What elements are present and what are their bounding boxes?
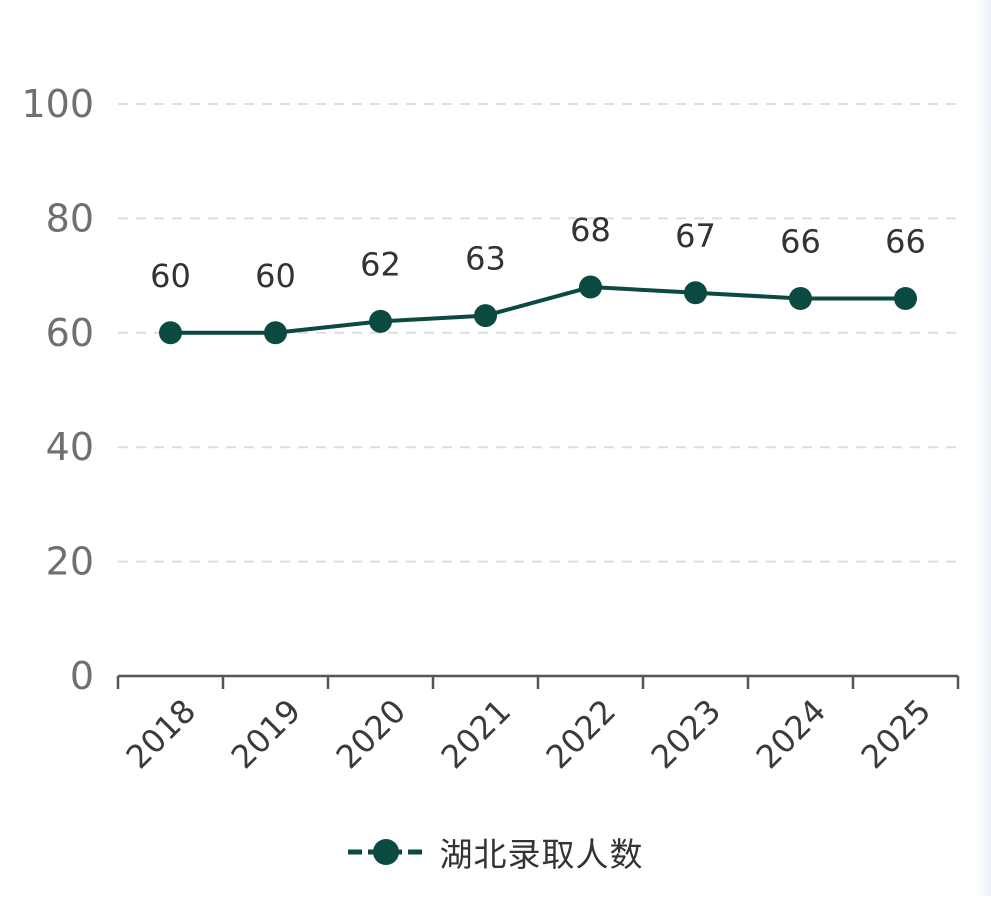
- data-label: 68: [570, 211, 611, 249]
- data-point: [789, 286, 812, 310]
- y-tick-label: 40: [46, 425, 94, 469]
- data-point: [474, 304, 497, 328]
- x-tick-label: 2019: [224, 692, 308, 776]
- legend-marker-dot: [372, 839, 399, 865]
- x-tick-label: 2018: [119, 692, 203, 776]
- right-edge-strip: [975, 0, 991, 896]
- data-point: [684, 281, 707, 305]
- x-tick-label: 2022: [539, 692, 623, 776]
- x-tick-label: 2021: [434, 692, 518, 776]
- y-tick-label: 20: [46, 540, 94, 584]
- x-tick-label: 2024: [749, 692, 833, 776]
- legend-line-marker-icon: [347, 839, 424, 865]
- y-tick-label: 80: [46, 196, 94, 240]
- data-label: 66: [885, 222, 926, 260]
- y-tick-label: 0: [70, 654, 94, 698]
- data-label: 60: [150, 257, 191, 295]
- data-point: [894, 286, 917, 310]
- x-tick-label: 2020: [329, 692, 413, 776]
- label-layer: 60 60 62 63 68 67 66 66: [150, 211, 926, 295]
- data-label: 66: [780, 222, 821, 260]
- data-label: 67: [675, 217, 716, 255]
- legend: 湖北录取人数: [0, 826, 991, 878]
- data-point: [159, 321, 182, 345]
- series-line: [170, 285, 906, 335]
- data-label: 63: [465, 240, 506, 278]
- x-tick-label: 2025: [854, 692, 938, 776]
- series-layer: [159, 275, 917, 345]
- data-point: [264, 321, 287, 345]
- legend-label: 湖北录取人数: [439, 835, 644, 874]
- y-tick-label: 60: [46, 311, 94, 355]
- data-point: [369, 309, 392, 333]
- x-tick-label: 2023: [644, 692, 728, 776]
- data-label: 62: [360, 245, 401, 283]
- axis-layer: 0 20 40 60 80 100 2018 2019 2020 2021 2022 2023 2024…: [21, 82, 960, 776]
- grid-layer: [118, 103, 958, 563]
- data-label: 60: [255, 257, 296, 295]
- y-tick-label: 100: [21, 82, 94, 126]
- data-point: [579, 275, 602, 299]
